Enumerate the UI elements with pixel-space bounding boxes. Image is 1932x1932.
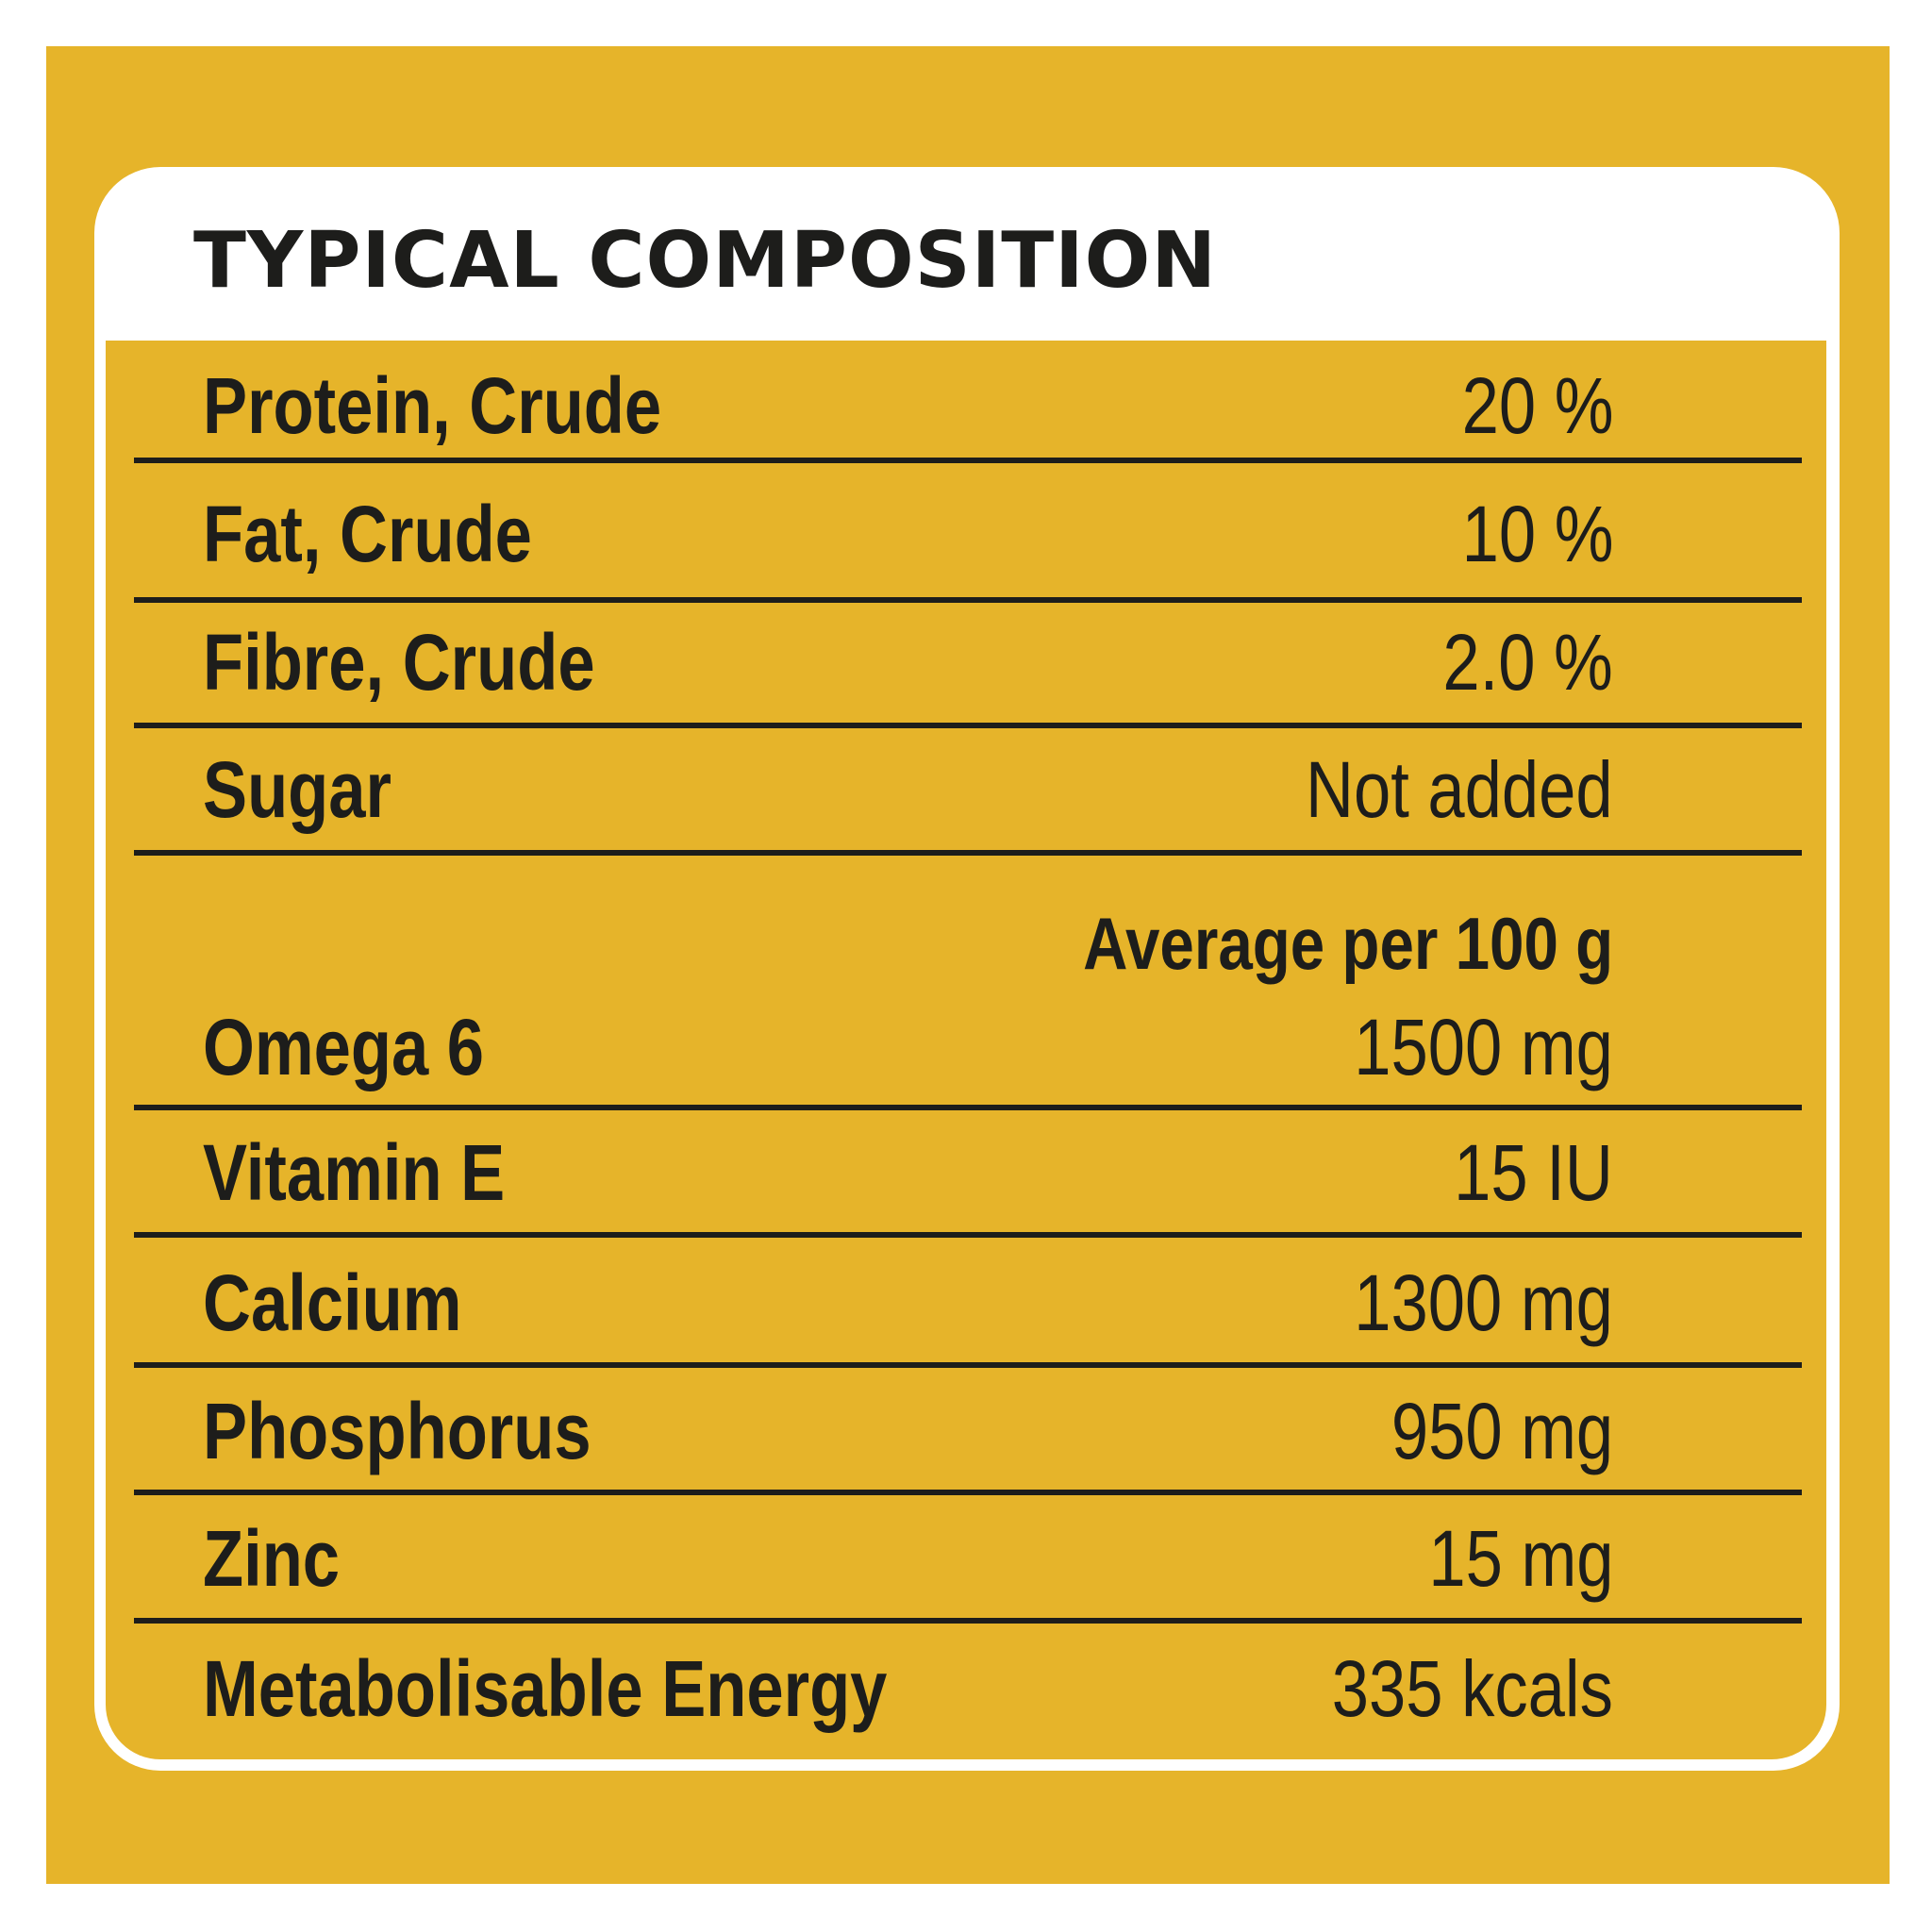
row-divider xyxy=(134,1618,1802,1624)
table-row-vitamin-e: Vitamin E 15 IU xyxy=(203,1121,1613,1224)
nutrient-value: 335 kcals xyxy=(1331,1643,1613,1733)
table-row-fat: Fat, Crude 10 % xyxy=(203,482,1613,586)
nutrient-value: 1300 mg xyxy=(1354,1257,1613,1347)
average-per-100g-label: Average per 100 g xyxy=(1082,901,1613,985)
table-row-protein: Protein, Crude 20 % xyxy=(203,354,1613,458)
row-divider xyxy=(134,1105,1802,1110)
nutrient-label: Fibre, Crude xyxy=(203,617,595,707)
row-divider xyxy=(134,723,1802,728)
nutrient-value: 10 % xyxy=(1461,489,1613,578)
table-row-omega6: Omega 6 1500 mg xyxy=(203,995,1613,1099)
nutrient-value: 950 mg xyxy=(1391,1386,1613,1475)
nutrient-value: 2.0 % xyxy=(1442,617,1613,707)
nutrient-value: 15 mg xyxy=(1427,1513,1613,1603)
table-row-metabolisable-energy: Metabolisable Energy 335 kcals xyxy=(203,1637,1613,1740)
nutrient-value: 1500 mg xyxy=(1354,1002,1613,1091)
nutrient-label: Metabolisable Energy xyxy=(203,1643,888,1733)
row-divider xyxy=(134,1232,1802,1238)
average-per-100g-header: Average per 100 g xyxy=(203,891,1613,995)
nutrient-label: Fat, Crude xyxy=(203,489,532,578)
nutrient-label: Protein, Crude xyxy=(203,360,662,450)
nutrient-label: Zinc xyxy=(203,1513,341,1603)
table-row-fibre: Fibre, Crude 2.0 % xyxy=(203,610,1613,714)
nutrient-label: Omega 6 xyxy=(203,1002,485,1091)
nutrient-label: Vitamin E xyxy=(203,1127,506,1217)
table-row-calcium: Calcium 1300 mg xyxy=(203,1251,1613,1355)
nutrient-label: Phosphorus xyxy=(203,1386,591,1475)
row-divider xyxy=(134,1362,1802,1368)
table-row-zinc: Zinc 15 mg xyxy=(203,1507,1613,1610)
table-row-sugar: Sugar Not added xyxy=(203,738,1613,841)
nutrient-label: Calcium xyxy=(203,1257,462,1347)
row-divider xyxy=(134,597,1802,603)
composition-panel xyxy=(106,341,1826,1759)
nutrient-label: Sugar xyxy=(203,744,391,834)
nutrient-value: Not added xyxy=(1306,744,1613,834)
nutrient-value: 20 % xyxy=(1461,360,1613,450)
row-divider xyxy=(134,458,1802,463)
nutrient-value: 15 IU xyxy=(1454,1127,1613,1217)
row-divider xyxy=(134,1490,1802,1495)
table-row-phosphorus: Phosphorus 950 mg xyxy=(203,1379,1613,1483)
composition-title: TYPICAL COMPOSITION xyxy=(193,216,1217,306)
row-divider xyxy=(134,850,1802,856)
